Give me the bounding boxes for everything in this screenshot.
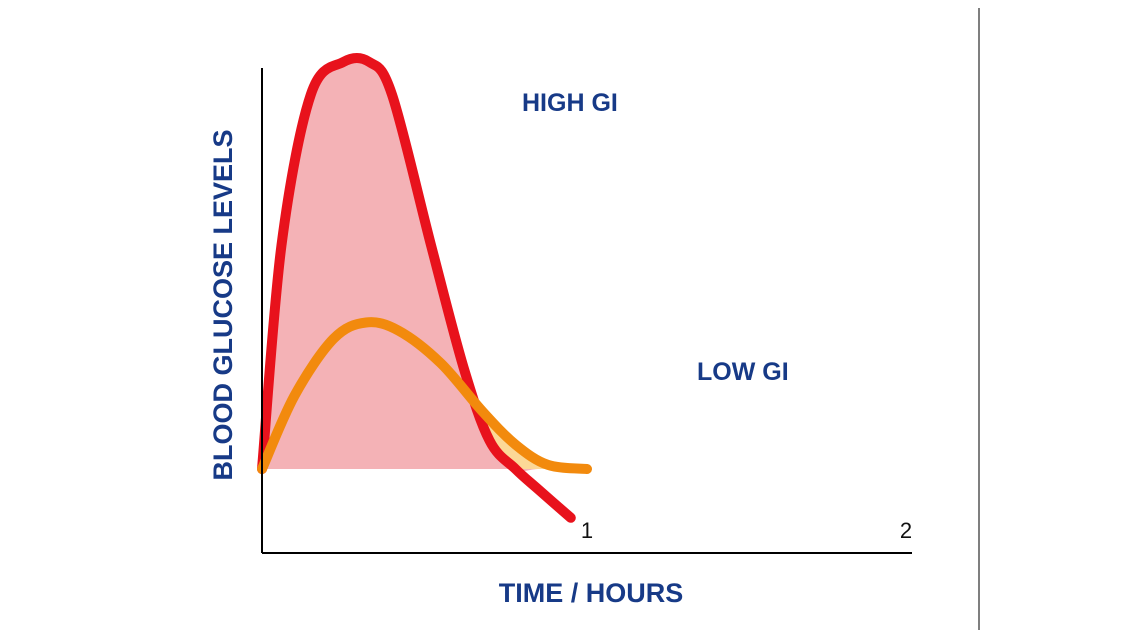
x-tick-label: 1 — [581, 518, 593, 543]
series-line-high-gi — [257, 52, 576, 523]
series-label-low-gi: LOW GI — [697, 358, 789, 386]
series-layer — [257, 52, 592, 523]
x-axis-label: TIME / HOURS — [499, 578, 684, 608]
series-label-high-gi: HIGH GI — [522, 89, 618, 117]
y-axis-label: BLOOD GLUCOSE LEVELS — [208, 129, 238, 480]
x-tick-label: 2 — [900, 518, 912, 543]
series-line-layer — [257, 52, 592, 523]
series-fill-layer — [262, 57, 587, 472]
series-area-high-gi — [262, 57, 571, 472]
series-line-low-gi — [257, 317, 592, 474]
